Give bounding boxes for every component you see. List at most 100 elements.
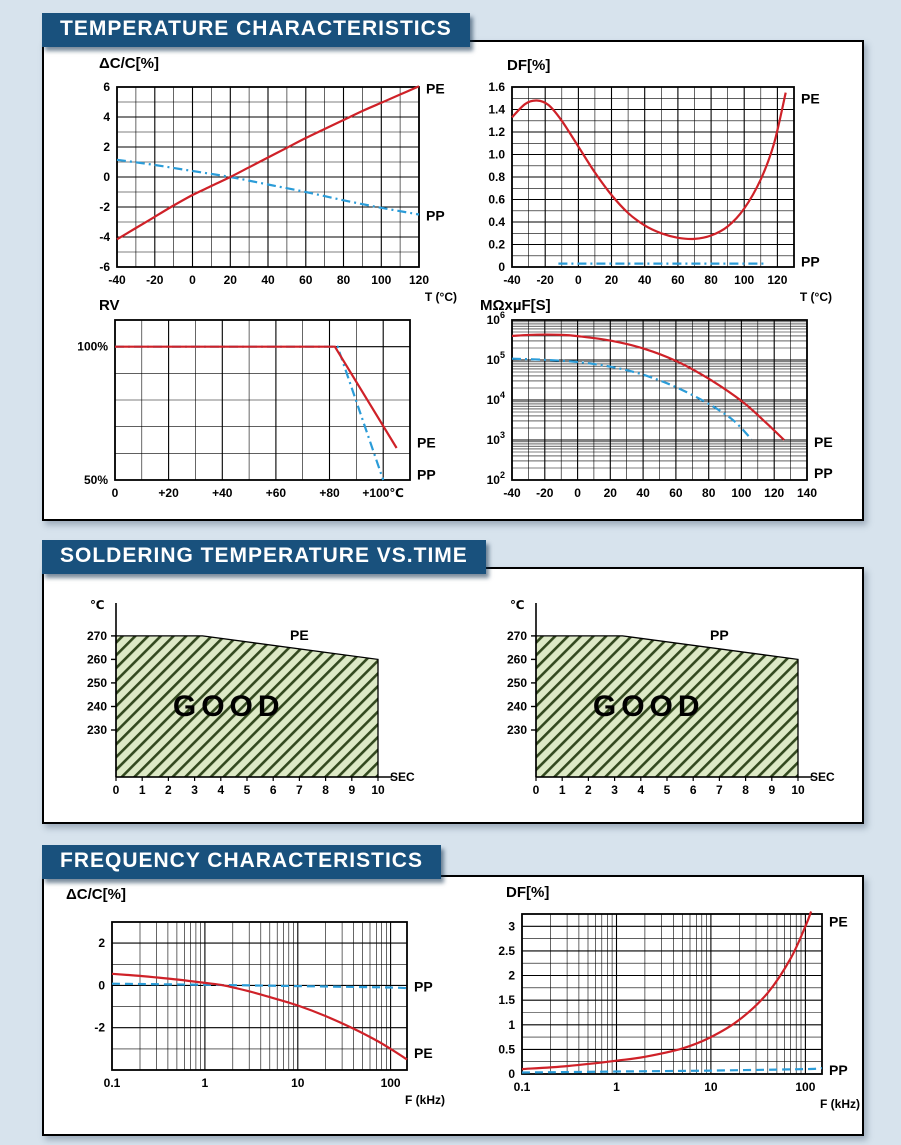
series-curves xyxy=(111,972,408,1061)
x-tick-label: 120 xyxy=(767,273,787,287)
x-tick-label: 40 xyxy=(261,273,275,287)
x-tick-label: 20 xyxy=(604,486,618,500)
plot-border xyxy=(116,86,420,268)
series-curves xyxy=(511,92,787,265)
x-tick-label: 10 xyxy=(371,783,385,797)
y-tick-label: 0.4 xyxy=(488,215,505,229)
section-title-temperature: TEMPERATURE CHARACTERISTICS xyxy=(60,17,452,40)
soldering-box: 230 240 250 260 270 0 1 2 3 4 5 6 7 8 9 10 ℃ SEC PE GO… xyxy=(42,567,864,824)
section-title-soldering: SOLDERING TEMPERATURE VS.TIME xyxy=(60,544,468,567)
x-tick-label: 120 xyxy=(409,273,429,287)
x-tick-label: 100 xyxy=(371,273,391,287)
y-tick-label: 2 xyxy=(103,140,110,154)
good-label: GOOD xyxy=(173,690,285,723)
series-pp xyxy=(511,357,753,440)
grid xyxy=(521,913,822,1075)
chart-title: MΩxµF[S] xyxy=(480,298,551,314)
y-tick-label: 0.5 xyxy=(498,1042,515,1056)
y-tick-label: 102 xyxy=(487,470,505,487)
curve-label-pe: PE xyxy=(290,627,309,643)
good-label: GOOD xyxy=(593,690,705,723)
chart-soldering-pp: 230 240 250 260 270 0 1 2 3 4 5 6 7 8 9 10 ℃ SEC PP GO… xyxy=(494,581,862,819)
y-tick-label: 100% xyxy=(77,340,108,354)
x-tick-label: 6 xyxy=(270,783,277,797)
x-tick-label: +100℃ xyxy=(362,486,404,500)
chart-title: ΔC/C[%] xyxy=(99,55,159,72)
x-tick-label: 10 xyxy=(704,1080,718,1094)
x-tick-label: 4 xyxy=(217,783,224,797)
chart-svg-solder-pp: 230 240 250 260 270 0 1 2 3 4 5 6 7 8 9 10 ℃ SEC PP GO… xyxy=(507,598,835,797)
x-tick-label: 10 xyxy=(291,1076,305,1090)
y-tick-label: 2 xyxy=(98,936,105,950)
series-pp xyxy=(115,345,385,481)
series-pe xyxy=(111,972,408,1061)
grid xyxy=(111,921,407,1071)
x-tick-label: 80 xyxy=(337,273,351,287)
series-labels: PP PE xyxy=(414,979,433,1062)
plot-border xyxy=(511,319,808,481)
x-tick-label: 100 xyxy=(795,1080,815,1094)
x-tick-label: 100 xyxy=(731,486,751,500)
grid xyxy=(511,319,808,481)
y-tick-label: 1.5 xyxy=(498,993,515,1007)
y-tick-label: 104 xyxy=(487,390,505,407)
plot-border xyxy=(521,913,823,1075)
y-tick-label: 230 xyxy=(87,723,107,737)
x-tick-label: 3 xyxy=(611,783,618,797)
x-tick-label: 60 xyxy=(299,273,313,287)
x-tick-label: -40 xyxy=(108,273,126,287)
y-tick-label: -2 xyxy=(94,1021,105,1035)
x-axis-label: T (°C) xyxy=(425,290,457,304)
plot-border xyxy=(111,921,408,1071)
series-labels: PP PE xyxy=(417,435,436,483)
series-curves xyxy=(511,333,785,441)
x-tick-label: 9 xyxy=(348,783,355,797)
x-tick-label: 20 xyxy=(605,273,619,287)
y-tick-label: 0.8 xyxy=(488,170,505,184)
x-tick-label: +80 xyxy=(319,486,340,500)
series-pp xyxy=(521,1067,823,1074)
y-tick-label: 1.0 xyxy=(488,148,505,162)
x-tick-label: 100 xyxy=(381,1076,401,1090)
tick-labels: 0.1 1 10 100 0 0.5 1 1.5 2 2.5 3 xyxy=(498,919,815,1094)
y-tick-label: 3 xyxy=(508,919,515,933)
y-tick-label: 4 xyxy=(103,110,110,124)
x-axis-unit: SEC xyxy=(810,770,835,784)
chart-svg-rv: 0 +20 +40 +60 +80 +100℃ 50% 100% PP PE RV xyxy=(77,298,436,500)
chart-soldering-pe: 230 240 250 260 270 0 1 2 3 4 5 6 7 8 9 10 ℃ SEC PE GO… xyxy=(74,581,442,819)
chart-svg-ir-temp: -40 -20 0 20 40 60 80 100 120 140102103104105106 … xyxy=(480,298,833,500)
y-tick-label: 270 xyxy=(87,629,107,643)
y-tick-label: 1.4 xyxy=(488,103,505,117)
y-tick-label: 2.5 xyxy=(498,944,515,958)
series-label-pp: PP xyxy=(829,1062,848,1078)
x-tick-label: 20 xyxy=(224,273,238,287)
tick-labels: 0 +20 +40 +60 +80 +100℃ 50% 100% xyxy=(77,340,404,500)
section-header-soldering: SOLDERING TEMPERATURE VS.TIME xyxy=(42,540,486,574)
x-axis-label: T (°C) xyxy=(800,290,832,304)
y-tick-label: 250 xyxy=(87,676,107,690)
x-tick-label: 80 xyxy=(702,486,716,500)
series-labels: PP PE xyxy=(801,90,820,269)
x-ticks: 0 1 2 3 4 5 6 7 8 9 10 xyxy=(533,777,805,797)
chart-rated-voltage-vs-temperature: 0 +20 +40 +60 +80 +100℃ 50% 100% PP PE RV xyxy=(72,298,472,503)
y-tick-label: -4 xyxy=(99,230,110,244)
x-tick-label: +20 xyxy=(158,486,179,500)
plot-border xyxy=(114,319,411,481)
series-label-pe: PE xyxy=(417,435,436,451)
x-tick-label: 9 xyxy=(768,783,775,797)
section-header-frequency: FREQUENCY CHARACTERISTICS xyxy=(42,845,441,879)
x-tick-label: -20 xyxy=(536,486,554,500)
series-label-pp: PP xyxy=(426,207,445,223)
y-tick-label: 1.6 xyxy=(488,80,505,94)
x-tick-label: 5 xyxy=(664,783,671,797)
x-tick-label: 2 xyxy=(585,783,592,797)
x-tick-label: 0.1 xyxy=(514,1080,531,1094)
tick-labels: -40 -20 0 20 40 60 80 100 120 0 0.2 0.4 0.6 0.8 1.0 1.2… xyxy=(488,80,787,287)
series-curves xyxy=(115,345,398,481)
y-tick-label: 0 xyxy=(498,260,505,274)
series-curves xyxy=(116,85,420,241)
x-tick-label: -40 xyxy=(503,273,521,287)
x-tick-label: -40 xyxy=(503,486,521,500)
